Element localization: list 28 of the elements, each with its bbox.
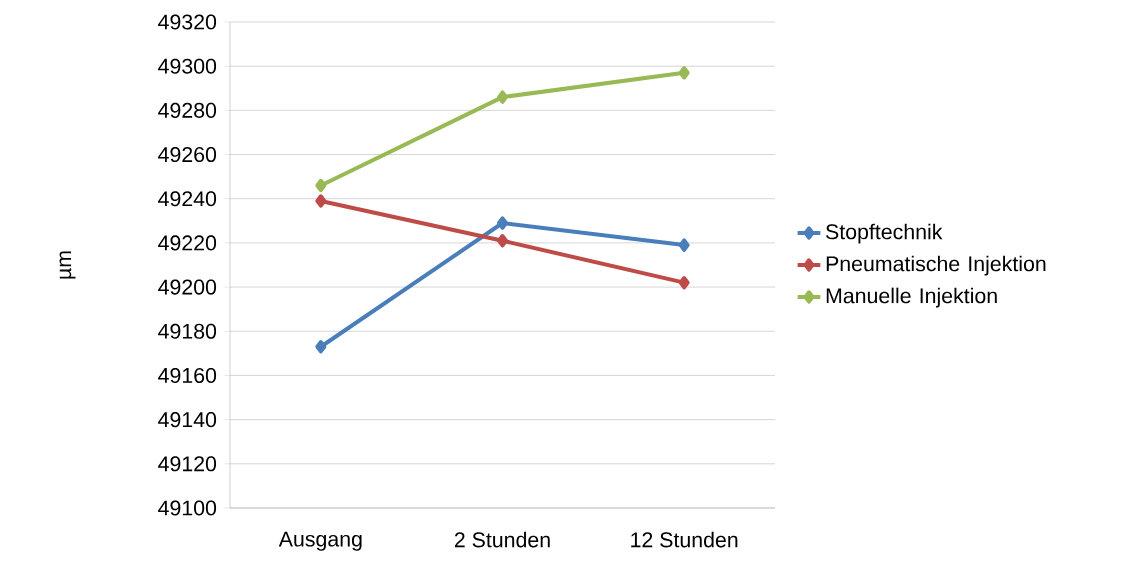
y-tick-label: 49240 — [158, 191, 217, 207]
x-tick-label: Ausgang — [278, 531, 362, 551]
y-tick-label: 49180 — [158, 323, 217, 339]
y-tick-label: 49120 — [158, 456, 217, 472]
y-tick-label: 49320 — [158, 14, 217, 30]
point — [497, 216, 508, 230]
y-tick-label: 49160 — [158, 367, 217, 383]
y-tick-label: 49200 — [158, 279, 217, 295]
y-tick-label: 49280 — [158, 102, 217, 118]
y-tick-label: 49260 — [158, 146, 217, 163]
x-tick-label: 12 Stunden — [631, 531, 738, 548]
point — [315, 340, 327, 354]
point — [678, 66, 690, 80]
y-axis-title: µm — [59, 251, 76, 279]
y-tick-label: 49140 — [158, 412, 217, 428]
legend-label: Pneumatische Injektion — [826, 255, 1046, 276]
y-tick-label: 49100 — [158, 500, 217, 516]
point — [678, 238, 690, 252]
legend-label: Stopftechnik — [826, 223, 943, 244]
point — [315, 194, 327, 208]
legend-label: Manuelle Injektion — [826, 287, 997, 308]
y-tick-label: 49220 — [158, 235, 217, 251]
point — [497, 90, 508, 104]
point — [315, 178, 327, 193]
y-tick-label: 49300 — [158, 58, 217, 74]
point — [678, 275, 690, 290]
point — [497, 234, 508, 248]
x-tick-label: 2 Stunden — [454, 531, 550, 548]
